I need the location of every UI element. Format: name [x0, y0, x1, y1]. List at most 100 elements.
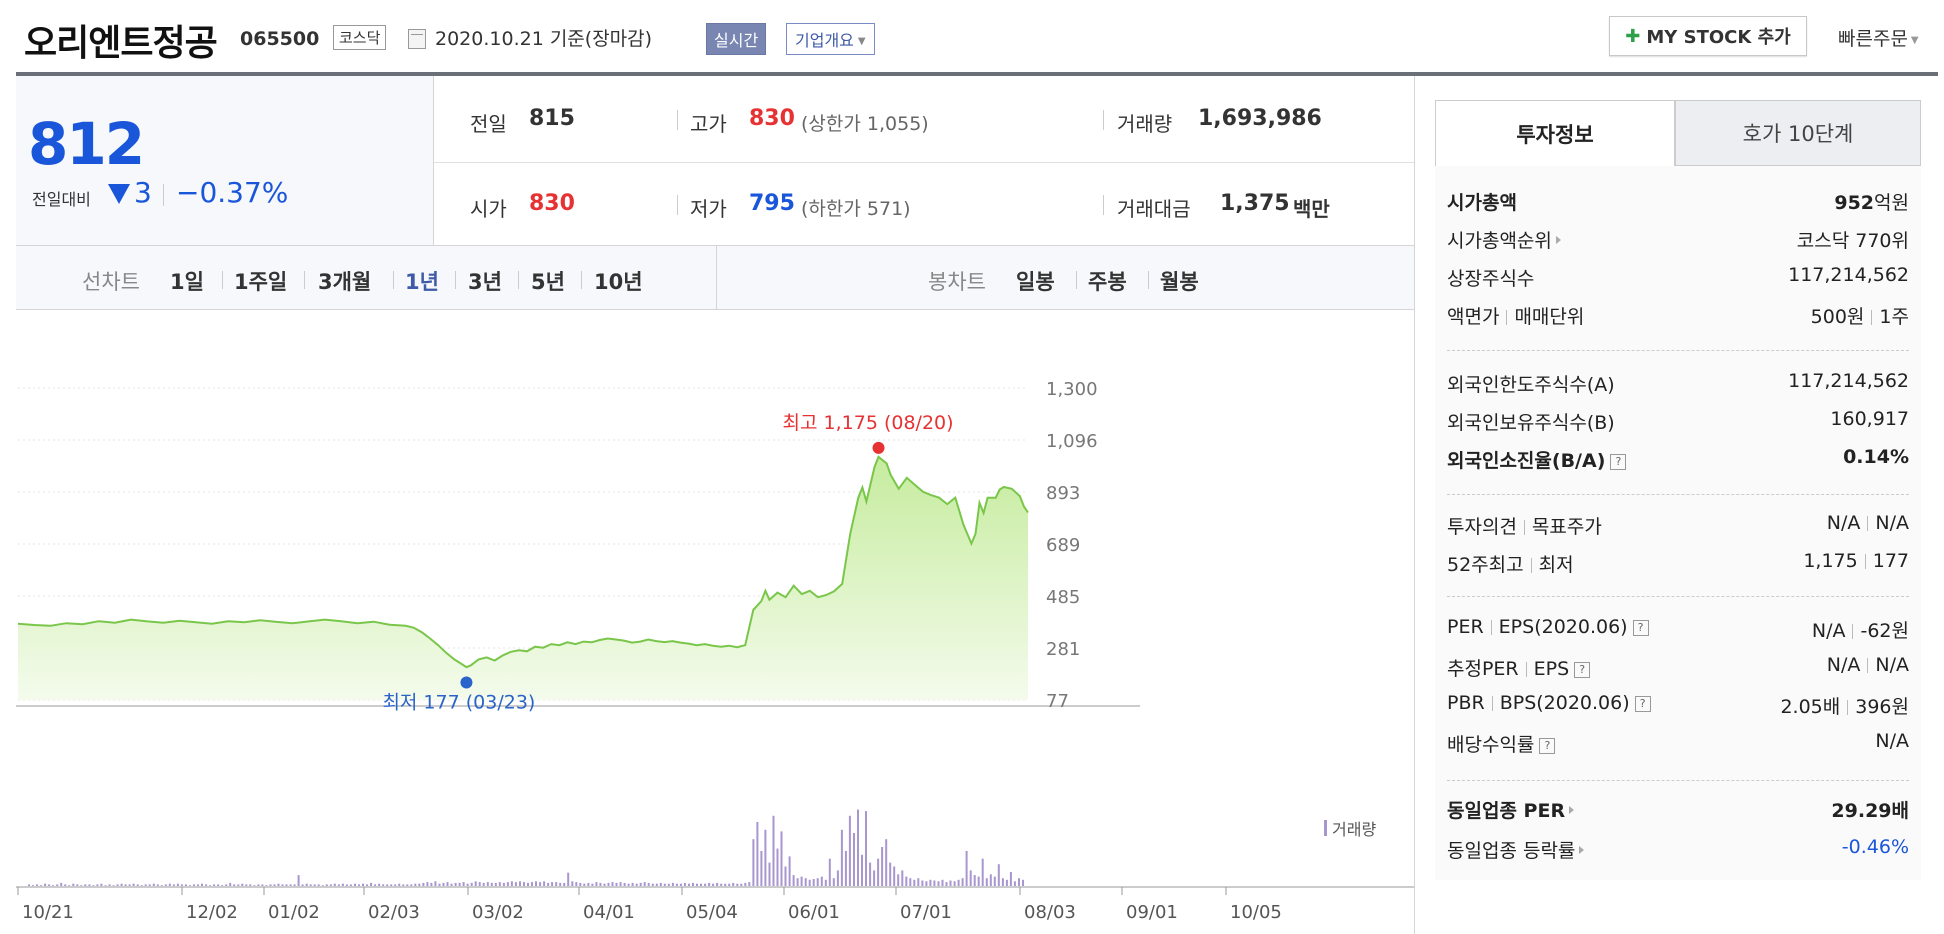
volume-legend-swatch: [1324, 820, 1327, 836]
price-box: [16, 76, 434, 246]
x-tick-label: 12/02: [186, 902, 238, 923]
per-value-wrap: N/A -62원: [1812, 616, 1909, 643]
volume-bar: [289, 884, 292, 886]
sector-rate-link[interactable]: 동일업종 등락률: [1447, 836, 1585, 863]
volume-bar: [354, 883, 356, 886]
volume-bar: [241, 883, 244, 886]
tab-order-book[interactable]: 호가 10단계: [1675, 100, 1921, 166]
summary-divider: [677, 110, 678, 130]
sector-per-row: 동일업종 PER 29.29배: [1447, 796, 1909, 826]
volume-bar: [132, 883, 135, 886]
tab-divider: [393, 271, 394, 289]
opinion-label: 투자의견: [1447, 516, 1517, 538]
volume-bar: [40, 885, 43, 886]
volume-bar: [643, 882, 646, 886]
volume-bar: [679, 883, 682, 886]
x-tick-label: 07/01: [900, 902, 952, 923]
eps-label: EPS(2020.06): [1498, 616, 1628, 638]
opinion-label-wrap: 투자의견 목표주가: [1447, 512, 1602, 539]
y-tick-label: 1,096: [1046, 431, 1098, 452]
volume-bar: [909, 878, 912, 886]
volume-bar: [663, 883, 666, 886]
volume-bar: [635, 883, 638, 886]
volume-bar: [233, 884, 236, 886]
volume-bar: [245, 884, 248, 886]
company-overview-button[interactable]: 기업개요 ▼: [786, 23, 875, 55]
pbr-row: PBR BPS(2020.06)? 2.05배 396원: [1447, 692, 1909, 722]
tab-daily-candle[interactable]: 일봉: [1016, 270, 1055, 294]
volume-bar: [430, 882, 433, 886]
est-per-label-wrap: 추정PER EPS?: [1447, 654, 1591, 681]
dividend-row: 배당수익률? N/A: [1447, 730, 1909, 760]
help-icon[interactable]: ?: [1634, 696, 1651, 712]
value-divider: [1852, 624, 1854, 639]
volume-bar: [189, 885, 191, 886]
market-cap-rank-link[interactable]: 시가총액순위: [1447, 226, 1561, 253]
value-divider: [1867, 516, 1869, 531]
label-divider: [1491, 696, 1493, 711]
volume-bar: [639, 882, 642, 886]
pbr-value-wrap: 2.05배 396원: [1780, 692, 1909, 719]
volume-bar: [490, 882, 493, 886]
tab-3-month[interactable]: 3개월: [318, 270, 372, 294]
volume-bar: [64, 884, 67, 886]
volume-bar: [816, 878, 819, 886]
volume-bar: [414, 883, 417, 886]
volume-bar: [736, 883, 739, 886]
tab-10-year[interactable]: 10년: [594, 270, 643, 294]
help-icon[interactable]: ?: [1610, 454, 1627, 470]
volume-bar: [921, 880, 924, 886]
tab-invest-info[interactable]: 투자정보: [1435, 100, 1675, 166]
volume-bar: [398, 883, 401, 886]
add-my-stock-button[interactable]: ✚ MY STOCK 추가: [1609, 16, 1807, 56]
volume-bar: [591, 883, 594, 886]
par-value-row: 액면가 매매단위 500원 1주: [1447, 302, 1909, 332]
volume-label: 거래량: [1117, 112, 1173, 136]
foreign-ratio-value: 0.14%: [1843, 446, 1909, 468]
volume-bar: [506, 882, 509, 886]
sector-per-link[interactable]: 동일업종 PER: [1447, 796, 1575, 823]
volume-bar: [68, 885, 71, 886]
volume-bar: [370, 882, 373, 886]
volume-bar: [901, 870, 904, 886]
week52-label-wrap: 52주최고 최저: [1447, 550, 1574, 577]
volume-bar: [844, 850, 847, 886]
tab-monthly-candle[interactable]: 월봉: [1160, 270, 1199, 294]
caret-down-icon: ▼: [1910, 35, 1919, 46]
tab-divider: [518, 271, 519, 289]
realtime-button[interactable]: 실시간: [706, 23, 767, 55]
line-chart-label: 선차트: [82, 270, 140, 294]
volume-bar: [760, 850, 763, 886]
tab-5-year[interactable]: 5년: [531, 270, 565, 294]
volume-bar: [478, 882, 481, 886]
volume-bar: [543, 881, 546, 886]
volume-bar: [539, 882, 542, 886]
tab-3-year[interactable]: 3년: [468, 270, 502, 294]
volume-bar: [100, 883, 103, 886]
tab-1-day[interactable]: 1일: [170, 270, 204, 294]
period-bar-divider: [716, 246, 717, 310]
help-icon[interactable]: ?: [1574, 662, 1591, 678]
arrow-right-icon: [1555, 236, 1561, 244]
volume-bar: [740, 883, 743, 886]
help-icon[interactable]: ?: [1632, 620, 1649, 636]
volume-bar: [168, 883, 171, 886]
volume-bar: [607, 882, 610, 886]
volume-bar: [120, 883, 123, 886]
volume-bar: [712, 883, 715, 886]
volume-bar: [462, 882, 465, 886]
est-eps-label: EPS: [1533, 658, 1570, 680]
volume-bar: [56, 884, 59, 886]
tab-1-week[interactable]: 1주일: [234, 270, 288, 294]
right-panel-divider: [1414, 76, 1415, 934]
tab-weekly-candle[interactable]: 주봉: [1088, 270, 1127, 294]
tab-divider: [1076, 271, 1077, 289]
tab-1-year[interactable]: 1년: [405, 270, 439, 294]
volume-bar: [333, 883, 336, 886]
quick-order-button[interactable]: 빠른주문 ▼: [1838, 24, 1919, 51]
y-tick-label: 1,300: [1046, 379, 1098, 400]
volume-bar: [720, 883, 723, 886]
help-icon[interactable]: ?: [1539, 738, 1556, 754]
volume-bar: [893, 866, 896, 886]
volume-bar: [164, 884, 167, 886]
